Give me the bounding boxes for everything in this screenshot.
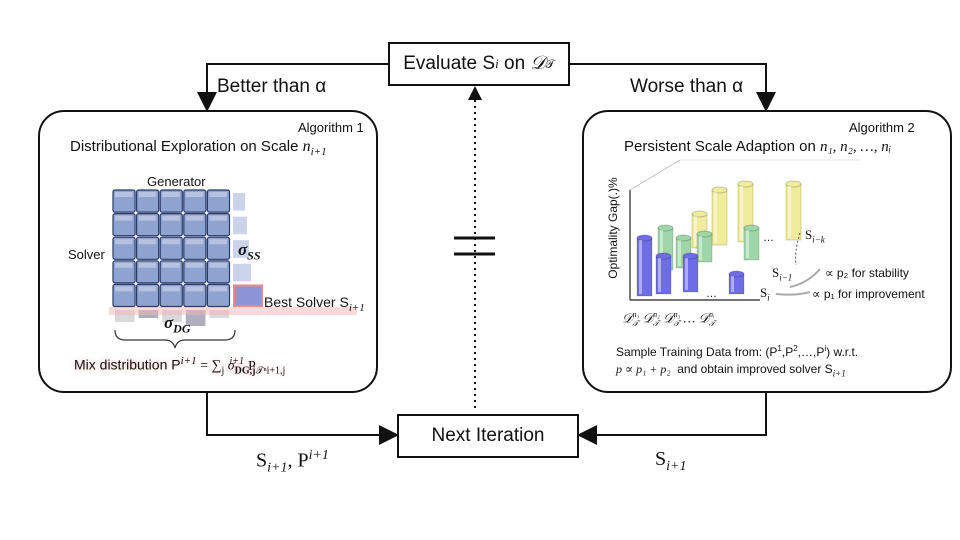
label-s-i: Si xyxy=(760,285,770,303)
label-s-i-1: Si−1 xyxy=(772,265,793,283)
sigma-dg-label: σDG xyxy=(164,313,191,336)
grid-cell xyxy=(136,213,160,237)
grid-cell xyxy=(136,189,160,213)
sample-training-line-2: p ∝ p₁ + p₂ and obtain improved solver S… xyxy=(616,362,846,379)
brace xyxy=(114,329,236,349)
algorithm-2-tag: Algorithm 2 xyxy=(849,120,915,135)
grid-cell xyxy=(159,236,183,260)
solver-label: Solver xyxy=(68,247,105,262)
generator-label: Generator xyxy=(147,174,206,189)
grid-cell xyxy=(183,189,207,213)
grid-cell xyxy=(206,260,231,284)
grid-cell xyxy=(112,260,136,284)
grid-cell xyxy=(183,236,207,260)
algorithm-1-title: Distributional Exploration on Scale ni+1 xyxy=(70,138,327,158)
grid-cell xyxy=(112,236,136,260)
best-solver-label: Best Solver Si+1 xyxy=(264,294,365,314)
ellipsis-1: … xyxy=(763,232,774,244)
bar-green-2 xyxy=(696,230,713,263)
bar-blue-1 xyxy=(655,252,672,295)
grid-cell xyxy=(206,236,231,260)
grid-cell xyxy=(183,283,207,308)
grid-cell xyxy=(112,189,136,213)
grid-cell xyxy=(159,189,183,213)
highlight-band xyxy=(109,307,357,315)
grid-cell xyxy=(112,283,136,308)
sigma-ss-bar xyxy=(233,240,249,258)
grid-cell xyxy=(159,213,183,237)
evaluate-label: Evaluate S xyxy=(403,53,496,74)
bar-blue-2 xyxy=(682,252,699,293)
algorithm-2-title: Persistent Scale Adaption on n₁, n₂, …, … xyxy=(624,138,892,155)
sigma-ss-label: σSS xyxy=(238,240,261,263)
improvement-label: ∝ p₁ for improvement xyxy=(812,287,925,301)
arrow-worse xyxy=(568,63,776,112)
next-iteration-label: Next Iteration xyxy=(431,425,545,446)
sigma-ss-bar xyxy=(233,263,251,282)
algorithm-1-tag: Algorithm 1 xyxy=(298,120,364,135)
arrow-right-next xyxy=(577,393,767,445)
stability-label: ∝ p₂ for stability xyxy=(825,266,909,280)
grid-cell xyxy=(136,260,160,284)
right-output: Si+1 xyxy=(655,448,687,474)
grid-cell xyxy=(112,213,136,237)
bar-blue-3 xyxy=(728,270,745,295)
arrow-better xyxy=(197,63,390,112)
x-axis-labels: 𝒟𝒯n₁ 𝒟𝒯n₂ 𝒟𝒯n₃ … 𝒟𝒯nᵢ xyxy=(622,310,715,328)
bar-blue-0 xyxy=(636,234,653,297)
label-s-i-k: Si−k xyxy=(805,227,825,245)
sigma-ss-bar xyxy=(233,193,245,211)
grid-cell xyxy=(183,213,207,237)
bar-green-3 xyxy=(743,224,760,261)
grid-cell xyxy=(206,283,231,308)
bar-yellow-3 xyxy=(785,180,802,241)
bar-yellow-1 xyxy=(711,186,728,246)
grid-cell xyxy=(136,283,160,308)
next-iteration-box: Next Iteration xyxy=(397,414,579,458)
grid-cell xyxy=(159,283,183,308)
worse-label: Worse than α xyxy=(630,76,744,97)
arrow-left-next xyxy=(206,393,399,445)
grid-cell xyxy=(183,260,207,284)
sigma-ss-bar xyxy=(233,216,247,235)
sample-training-line-1: Sample Training Data from: (P1,P2,…,Pi) … xyxy=(616,344,859,359)
left-output: Si+1, Pi+1 xyxy=(256,448,329,476)
mix-distribution: Mix distribution Pi+1 = ∑j σDG,ji+1 P𝒯ⁿi+… xyxy=(74,355,286,377)
grid-cell xyxy=(159,260,183,284)
grid-cell xyxy=(136,236,160,260)
grid-cell xyxy=(206,189,231,213)
best-solver-cell xyxy=(233,284,263,307)
better-label: Better than α xyxy=(217,76,327,97)
grid-cell xyxy=(206,213,231,237)
ellipsis-2: … xyxy=(706,288,717,300)
